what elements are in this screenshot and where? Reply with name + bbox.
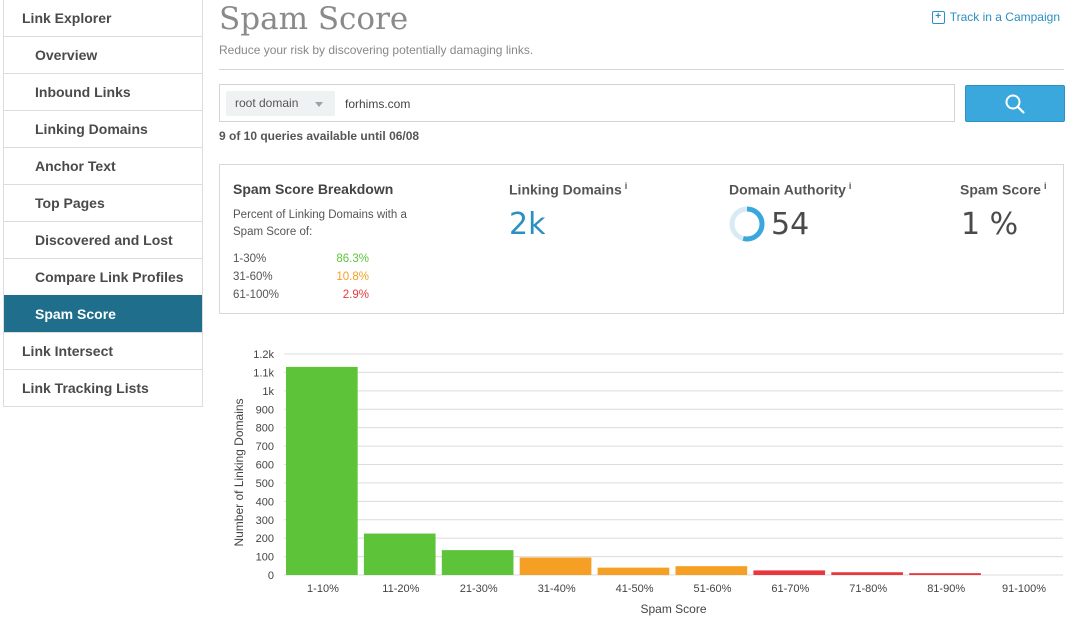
sidebar-item-top-pages[interactable]: Top Pages: [4, 184, 202, 221]
breakdown-percent: 10.8%: [336, 271, 369, 283]
x-tick-label: 21-30%: [460, 583, 498, 595]
linking-domains-value: 2k: [509, 207, 546, 242]
sidebar-nav: Link Explorer Overview Inbound Links Lin…: [3, 0, 203, 407]
breakdown-title: Spam Score Breakdown: [233, 181, 394, 197]
x-tick-label: 51-60%: [693, 583, 731, 595]
breakdown-range: 61-100%: [233, 289, 280, 301]
track-in-campaign-label: Track in a Campaign: [949, 10, 1060, 24]
linking-domains-label: Linking Domains: [509, 181, 622, 198]
y-tick-label: 1.1k: [253, 367, 274, 379]
x-tick-label: 41-50%: [616, 583, 654, 595]
breakdown-range: 31-60%: [233, 271, 273, 283]
chart-bar: [441, 550, 514, 575]
spam-score-metric-label: Spam Score i: [960, 181, 1046, 198]
breakdown-row-low: 1-30% 86.3%: [233, 253, 369, 271]
domain-search-input[interactable]: [345, 93, 945, 115]
spam-score-bar-chart: 0 100 200 300 400 500 600 700 800 900 1k 1.1k 1.2k 1-…: [232, 349, 1063, 616]
chart-bar: [909, 573, 981, 575]
sidebar-item-link-intersect[interactable]: Link Intersect: [4, 332, 202, 369]
breakdown-row-medium: 31-60% 10.8%: [233, 271, 369, 289]
breakdown-row-high: 61-100% 2.9%: [233, 289, 369, 307]
y-tick-label: 700: [256, 441, 274, 453]
y-tick-label: 400: [256, 496, 274, 508]
domain-authority-label: Domain Authority: [729, 181, 846, 198]
chart-bar: [286, 366, 358, 575]
x-tick-label: 71-80%: [849, 583, 887, 595]
spam-score-value: 1 %: [961, 207, 1019, 242]
y-tick-label: 300: [256, 515, 274, 527]
breakdown-range: 1-30%: [233, 253, 267, 265]
x-tick-label: 81-90%: [927, 583, 965, 595]
spam-score-breakdown-panel: Spam Score Breakdown Percent of Linking …: [219, 164, 1064, 314]
info-icon[interactable]: i: [848, 181, 852, 191]
x-tick-label: 91-100%: [1002, 583, 1046, 595]
chart-bar: [831, 572, 903, 575]
sidebar-item-linking-domains[interactable]: Linking Domains: [4, 110, 202, 147]
sidebar-item-anchor-text[interactable]: Anchor Text: [4, 147, 202, 184]
y-tick-label: 1k: [262, 386, 274, 398]
x-axis-title: Spam Score: [640, 602, 706, 616]
spam-score-label: Spam Score: [960, 181, 1041, 198]
sidebar-item-link-explorer[interactable]: Link Explorer: [22, 10, 112, 26]
y-tick-label: 200: [256, 533, 274, 545]
track-in-campaign-link[interactable]: + Track in a Campaign: [931, 10, 1060, 24]
page-subtitle: Reduce your risk by discovering potentia…: [219, 43, 534, 57]
y-tick-label: 500: [256, 478, 274, 490]
breakdown-percent: 86.3%: [336, 253, 369, 265]
info-icon[interactable]: i: [624, 181, 628, 191]
sidebar-item-compare-link-profiles[interactable]: Compare Link Profiles: [4, 258, 202, 295]
plus-square-icon: +: [931, 10, 945, 24]
domain-authority-ring-fill: [729, 206, 765, 242]
x-tick-label: 1-10%: [307, 583, 339, 595]
y-tick-label: 100: [256, 552, 274, 564]
y-tick-label: 0: [268, 570, 274, 582]
scope-dropdown[interactable]: root domain: [226, 91, 335, 116]
y-tick-label: 600: [256, 460, 274, 472]
domain-authority-ring: [729, 206, 765, 242]
x-tick-label: 31-40%: [538, 583, 576, 595]
y-axis-title: Number of Linking Domains: [232, 398, 246, 546]
x-tick-label: 11-20%: [382, 583, 419, 595]
sidebar-item-spam-score[interactable]: Spam Score: [4, 295, 202, 332]
sidebar-item-overview[interactable]: Overview: [4, 36, 202, 73]
y-tick-label: 1.2k: [253, 349, 274, 361]
search-icon: [1005, 94, 1025, 114]
chart-bar: [753, 570, 826, 575]
chart-bar: [519, 557, 592, 575]
header-divider: [219, 69, 1064, 70]
chart-bar: [597, 567, 670, 575]
domain-authority-value: 54: [771, 207, 810, 242]
scope-dropdown-value: root domain: [235, 96, 299, 110]
info-icon[interactable]: i: [1043, 181, 1047, 191]
breakdown-description: Percent of Linking Domains with a Spam S…: [233, 209, 407, 238]
sidebar-item-inbound-links[interactable]: Inbound Links: [4, 73, 202, 110]
linking-domains-metric-label: Linking Domains i: [509, 181, 627, 198]
chevron-down-icon: [315, 102, 323, 107]
chart-bar: [363, 533, 436, 575]
sidebar-item-link-tracking-lists[interactable]: Link Tracking Lists: [4, 369, 202, 406]
x-tick-label: 61-70%: [771, 583, 809, 595]
chart-bar: [675, 566, 748, 575]
queries-remaining-note: 9 of 10 queries available until 06/08: [219, 129, 420, 143]
page-title: Spam Score: [219, 1, 409, 37]
y-tick-label: 900: [256, 404, 274, 416]
search-bar: root domain: [219, 84, 955, 122]
y-tick-label: 800: [256, 423, 274, 435]
sidebar-item-discovered-and-lost[interactable]: Discovered and Lost: [4, 221, 202, 258]
domain-authority-metric-label: Domain Authority i: [729, 181, 851, 198]
breakdown-percent: 2.9%: [342, 289, 369, 301]
search-button[interactable]: [965, 85, 1065, 122]
